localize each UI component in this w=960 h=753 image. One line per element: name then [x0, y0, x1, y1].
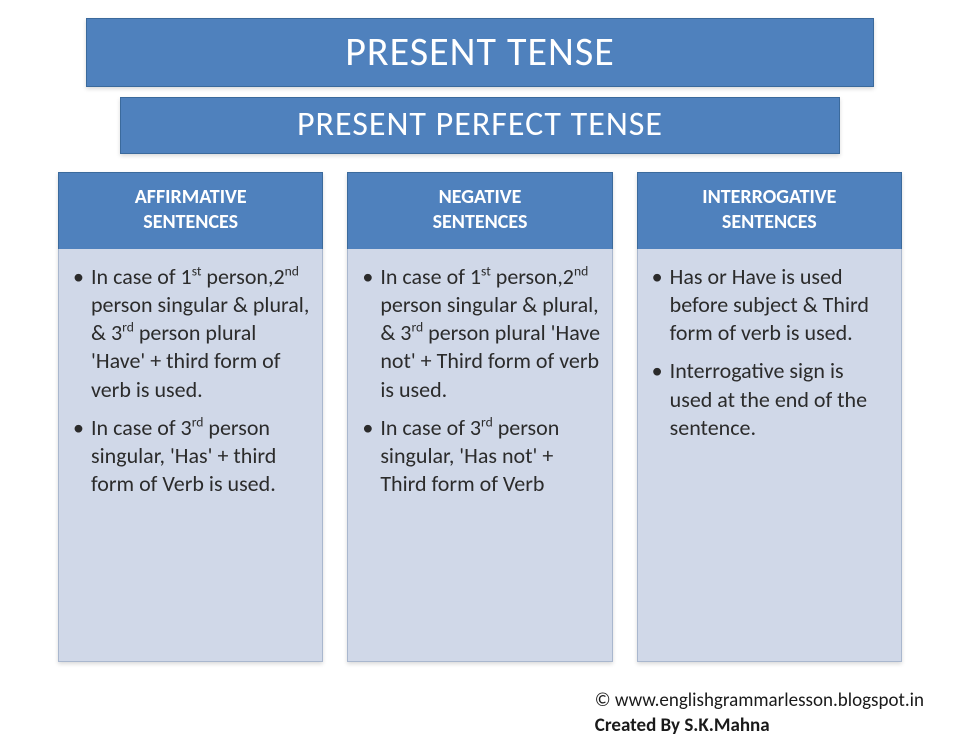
footer-copyright: © www.englishgrammarlesson.blogspot.in [595, 688, 924, 714]
card-header-line1: AFFIRMATIVE [135, 185, 247, 209]
bullet-item: Has or Have is used before subject & Thi… [648, 263, 891, 347]
bullet-list: Has or Have is used before subject & Thi… [648, 263, 891, 442]
bullet-item: In case of 3rd person singular, 'Has not… [358, 414, 601, 498]
main-title: PRESENT TENSE [86, 18, 874, 87]
card-header-negative: NEGATIVE SENTENCES [347, 172, 612, 249]
card-interrogative: INTERROGATIVE SENTENCES Has or Have is u… [637, 172, 902, 662]
card-header-line1: NEGATIVE [439, 185, 522, 209]
subtitle: PRESENT PERFECT TENSE [120, 97, 840, 154]
card-header-affirmative: AFFIRMATIVE SENTENCES [58, 172, 323, 249]
footer-author: Created By S.K.Mahna [595, 713, 924, 739]
card-header-line2: SENTENCES [143, 210, 238, 234]
card-header-line1: INTERROGATIVE [702, 185, 836, 209]
footer: © www.englishgrammarlesson.blogspot.in C… [595, 688, 924, 739]
card-affirmative: AFFIRMATIVE SENTENCES In case of 1st per… [58, 172, 323, 662]
bullet-item: In case of 3rd person singular, 'Has' + … [69, 414, 312, 498]
card-header-interrogative: INTERROGATIVE SENTENCES [637, 172, 902, 249]
bullet-item: In case of 1st person,2nd person singula… [69, 263, 312, 404]
bullet-item: Interrogative sign is used at the end of… [648, 357, 891, 441]
card-body-negative: In case of 1st person,2nd person singula… [347, 249, 612, 662]
bullet-list: In case of 1st person,2nd person singula… [69, 263, 312, 498]
card-body-interrogative: Has or Have is used before subject & Thi… [637, 249, 902, 662]
card-header-line2: SENTENCES [722, 210, 817, 234]
card-body-affirmative: In case of 1st person,2nd person singula… [58, 249, 323, 662]
cards-row: AFFIRMATIVE SENTENCES In case of 1st per… [32, 172, 928, 662]
bullet-item: In case of 1st person,2nd person singula… [358, 263, 601, 404]
bullet-list: In case of 1st person,2nd person singula… [358, 263, 601, 498]
card-negative: NEGATIVE SENTENCES In case of 1st person… [347, 172, 612, 662]
card-header-line2: SENTENCES [433, 210, 528, 234]
